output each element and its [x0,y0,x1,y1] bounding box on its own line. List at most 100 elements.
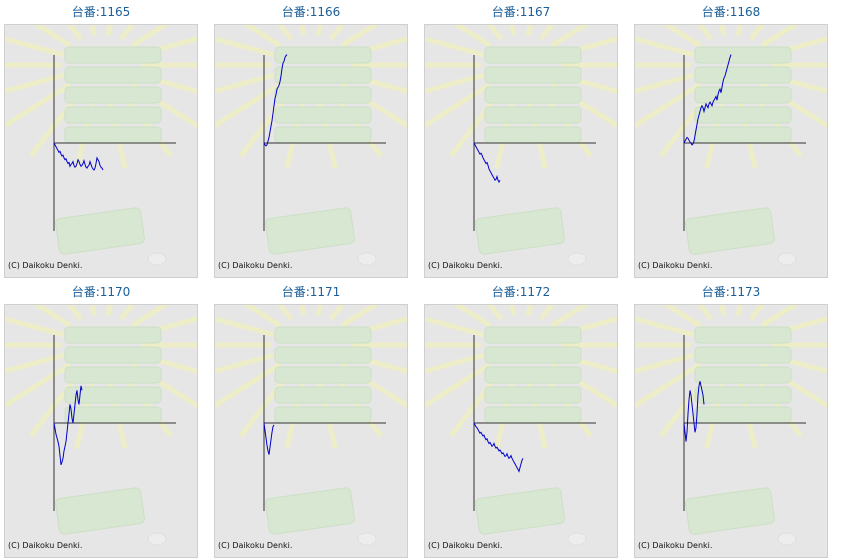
background-artwork [425,25,617,266]
background-box [484,126,582,144]
background-ray [749,305,765,321]
background-box [274,86,372,104]
background-ray [425,316,485,338]
background-box [64,126,162,144]
background-ray [425,362,492,409]
background-ray [697,305,713,321]
slump-graph [425,305,617,546]
copyright-text: (C) Daikoku Denki. [638,261,713,270]
background-ray [635,72,695,94]
background-ray [215,362,282,409]
background-ray [550,305,590,328]
machine-number-title[interactable]: 台番:1173 [701,285,761,299]
background-box [694,126,792,144]
series-line [53,142,104,171]
background-coin [777,252,797,266]
background-box [274,386,372,404]
slump-graph [425,25,617,266]
background-ray [635,352,695,374]
background-box [64,386,162,404]
machine-number-title[interactable]: 台番:1170 [71,285,131,299]
background-ray [215,82,282,129]
background-box [484,406,582,424]
background-ray [539,25,555,41]
background-box [694,386,792,404]
background-ray [215,316,275,338]
background-ray [452,305,492,328]
background-artwork [635,25,827,266]
background-box [64,406,162,424]
background-box [274,126,372,144]
background-ray [119,25,135,41]
background-ray [662,305,702,328]
machine-number-title[interactable]: 台番:1168 [701,5,761,19]
background-ray [635,362,702,409]
background-tray [265,487,355,535]
graph-panel: (C) Daikoku Denki. [634,24,828,278]
background-ray [277,305,293,321]
background-box [694,66,792,84]
background-ray [425,82,492,129]
background-ray [215,36,275,58]
background-ray [635,316,695,338]
background-ray [697,25,713,41]
background-ray [5,362,72,409]
copyright-text: (C) Daikoku Denki. [8,261,83,270]
slump-graph [635,25,827,266]
background-box [64,326,162,344]
machine-number-title[interactable]: 台番:1172 [491,285,551,299]
background-tray [265,207,355,255]
background-coin [147,252,167,266]
machine-number-title[interactable]: 台番:1165 [71,5,131,19]
background-box [64,106,162,124]
machine-number-title[interactable]: 台番:1166 [281,5,341,19]
background-box [694,326,792,344]
background-ray [242,305,282,328]
background-ray [425,352,485,374]
background-box [484,66,582,84]
slump-graph [215,305,407,546]
background-ray [130,25,170,48]
background-ray [425,36,485,58]
series-line [53,385,83,465]
background-box [694,86,792,104]
background-tray [55,207,145,255]
background-box [274,366,372,384]
background-ray [32,25,72,48]
machine-number-title[interactable]: 台番:1167 [491,5,551,19]
background-artwork [215,25,407,266]
copyright-text: (C) Daikoku Denki. [218,261,293,270]
background-ray [242,25,282,48]
background-ray [5,72,65,94]
background-tray [685,207,775,255]
background-box [64,346,162,364]
background-ray [340,305,380,328]
series-line [473,422,524,473]
background-tray [475,207,565,255]
background-box [274,406,372,424]
background-ray [215,352,275,374]
graph-panel: (C) Daikoku Denki. [424,304,618,558]
copyright-text: (C) Daikoku Denki. [428,541,503,550]
background-box [694,366,792,384]
background-ray [130,305,170,328]
series-line [683,381,705,442]
background-ray [5,316,65,338]
copyright-text: (C) Daikoku Denki. [8,541,83,550]
background-tray [475,487,565,535]
background-ray [487,305,503,321]
graph-panel: (C) Daikoku Denki. [424,24,618,278]
copyright-text: (C) Daikoku Denki. [638,541,713,550]
background-coin [567,532,587,546]
machine-number-title[interactable]: 台番:1171 [281,285,341,299]
background-box [274,66,372,84]
background-box [484,386,582,404]
background-box [274,46,372,64]
graph-panel: (C) Daikoku Denki. [4,304,198,558]
background-tray [685,487,775,535]
background-artwork [425,305,617,546]
background-box [484,366,582,384]
background-box [484,326,582,344]
background-artwork [5,25,197,266]
background-ray [662,25,702,48]
